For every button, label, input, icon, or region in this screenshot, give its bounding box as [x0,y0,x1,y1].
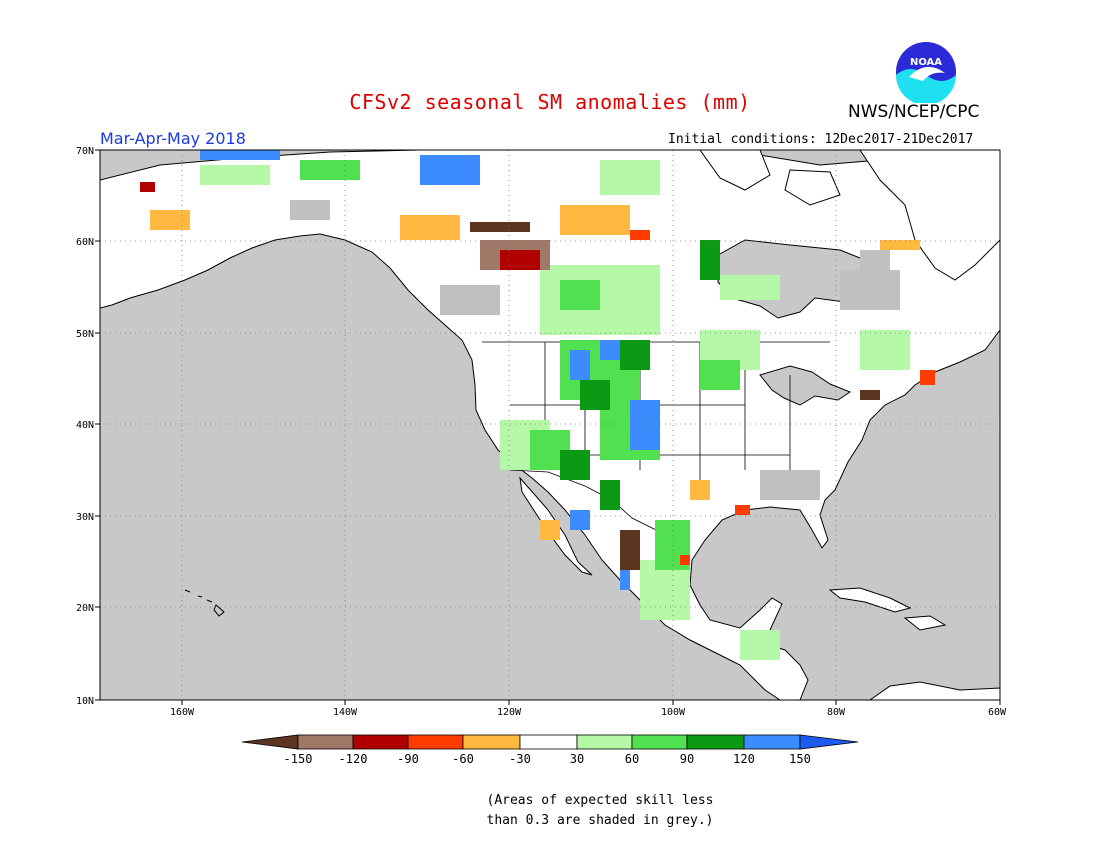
legend-tick: 60 [625,752,639,766]
south-america-land [869,681,1000,700]
legend-tick: 90 [680,752,694,766]
initial-conditions-label: Initial conditions: 12Dec2017-21Dec2017 [668,132,974,147]
chart-title: CFSv2 seasonal SM anomalies (mm) [349,90,751,114]
season-label: Mar-Apr-May 2018 [100,129,246,148]
lon-label: 60W [988,707,1007,718]
logo-text: NOAA [910,57,942,68]
legend-swatch [631,734,688,750]
anomaly-cells [140,150,935,660]
greenland-land [859,150,1000,281]
lat-label: 70N [76,146,94,157]
map-frame [99,149,1001,701]
legend-swatch [686,734,745,750]
organization-label: NWS/NCEP/CPC [848,102,980,122]
cuba [828,587,912,613]
skill-note-line2: than 0.3 are shaded in grey.) [486,813,714,828]
lon-label: 160W [170,707,195,718]
legend-swatch [743,734,801,750]
skill-note-line1: (Areas of expected skill less [486,793,714,808]
lon-label: 140W [333,707,358,718]
legend-swatch [407,734,464,750]
noaa-logo: NOAA [896,42,956,103]
legend-tick: -150 [284,752,313,766]
lat-label: 50N [76,329,94,340]
legend-tick: 120 [733,752,755,766]
lon-label: 120W [497,707,522,718]
axis-ticks [95,149,1001,705]
legend-swatch [462,734,521,750]
lat-label: 60N [76,237,94,248]
legend-tick: -120 [339,752,368,766]
lat-label: 40N [76,420,94,431]
legend-swatch [519,734,578,750]
legend-swatch [799,734,859,750]
hispaniola [903,615,947,631]
lat-label: 20N [76,603,94,614]
lat-label: 30N [76,512,94,523]
legend-tick: -90 [397,752,419,766]
legend-tick: -30 [509,752,531,766]
hawaii-islands [184,589,225,617]
gridlines [100,150,1000,700]
legend-swatch [297,734,354,750]
arctic-islands [699,150,841,206]
lon-label: 100W [661,707,686,718]
legend-swatch [576,734,633,750]
lat-label: 10N [76,696,94,707]
great-lakes [759,365,852,406]
legend-tick: 30 [570,752,584,766]
lon-label: 80W [827,707,846,718]
legend-tick: -60 [452,752,474,766]
legend-swatch [241,734,299,750]
legend-colorbar [241,734,859,750]
legend-tick: 150 [789,752,811,766]
legend-swatch [352,734,409,750]
